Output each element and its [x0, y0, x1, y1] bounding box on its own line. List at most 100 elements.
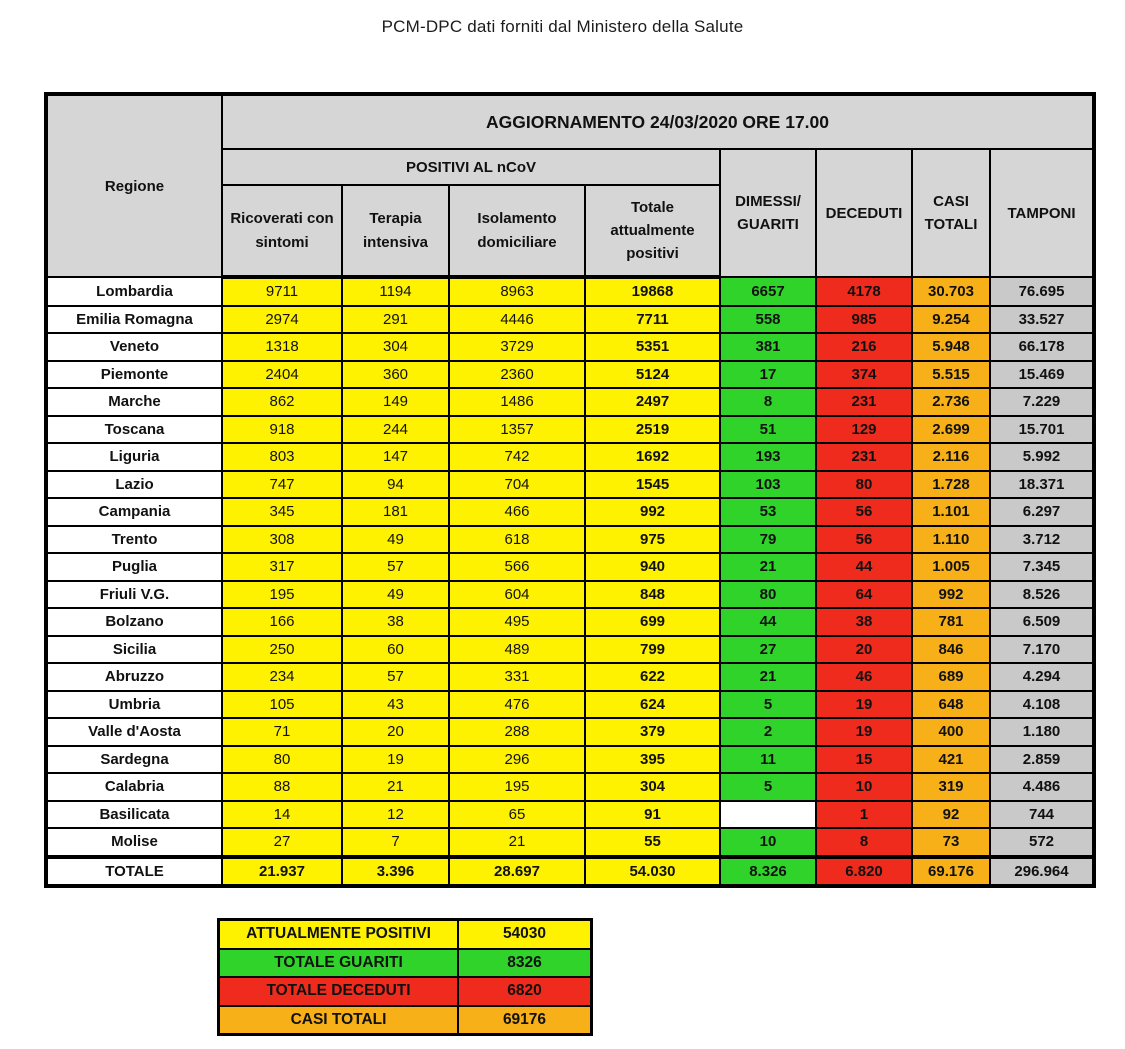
- cell-casi-totali: 781: [911, 607, 991, 637]
- cell-totale-positivi: 2519: [584, 414, 721, 444]
- cell-dimessi-guariti: 10: [719, 827, 817, 858]
- cell-totale-positivi: 55: [584, 827, 721, 858]
- cell-deceduti: 56: [815, 524, 913, 554]
- cell-tamponi: 3.712: [988, 524, 1096, 554]
- cell-tamponi: 2.859: [988, 744, 1096, 774]
- cell-tamponi: 6.509: [988, 607, 1096, 637]
- cell-casi-totali: 400: [911, 717, 991, 747]
- table-row: Bolzano 166 38 495 699 44 38 781 6.509: [45, 607, 1096, 637]
- cell-ricoverati: 27: [221, 827, 343, 858]
- cell-ricoverati: 1318: [221, 332, 343, 362]
- cell-ricoverati: 88: [221, 772, 343, 802]
- column-header-terapia: Terapia intensiva: [341, 184, 450, 279]
- cell-deceduti: 231: [815, 387, 913, 417]
- cell-dimessi-guariti: [719, 799, 817, 829]
- cell-ricoverati: 2974: [221, 304, 343, 334]
- legend-label: TOTALE DECEDUTI: [217, 976, 459, 1007]
- cell-tamponi: 5.992: [988, 442, 1096, 472]
- cell-isolamento: 466: [448, 497, 586, 527]
- cell-dimessi-guariti: 21: [719, 662, 817, 692]
- cell-region: Sardegna: [45, 744, 223, 774]
- cell-terapia: 57: [341, 552, 450, 582]
- cell-terapia: 20: [341, 717, 450, 747]
- cell-deceduti: 19: [815, 689, 913, 719]
- cell-tamponi: 76.695: [988, 276, 1096, 307]
- cell-ricoverati: 21.937: [221, 854, 343, 887]
- cell-region: Trento: [45, 524, 223, 554]
- cell-deceduti: 20: [815, 634, 913, 664]
- column-header-ricoverati: Ricoverati con sintomi: [221, 184, 343, 279]
- cell-tamponi: 296.964: [988, 854, 1096, 887]
- cell-tamponi: 7.345: [988, 552, 1096, 582]
- cell-dimessi-guariti: 17: [719, 359, 817, 389]
- table-row: Marche 862 149 1486 2497 8 231 2.736 7.229: [45, 387, 1096, 417]
- cell-deceduti: 8: [815, 827, 913, 858]
- cell-deceduti: 374: [815, 359, 913, 389]
- cell-ricoverati: 308: [221, 524, 343, 554]
- covid-region-table: Regione AGGIORNAMENTO 24/03/2020 ORE 17.…: [44, 92, 1097, 888]
- table-row: Liguria 803 147 742 1692 193 231 2.116 5.992: [45, 442, 1096, 472]
- cell-casi-totali: 92: [911, 799, 991, 829]
- legend-value: 6820: [457, 976, 593, 1007]
- cell-casi-totali: 5.948: [911, 332, 991, 362]
- cell-deceduti: 216: [815, 332, 913, 362]
- cell-region: Puglia: [45, 552, 223, 582]
- cell-region: Piemonte: [45, 359, 223, 389]
- cell-dimessi-guariti: 11: [719, 744, 817, 774]
- cell-region: Lazio: [45, 469, 223, 499]
- cell-casi-totali: 846: [911, 634, 991, 664]
- cell-dimessi-guariti: 53: [719, 497, 817, 527]
- cell-casi-totali: 2.736: [911, 387, 991, 417]
- table-row: Abruzzo 234 57 331 622 21 46 689 4.294: [45, 662, 1096, 692]
- cell-tamponi: 18.371: [988, 469, 1096, 499]
- cell-totale-positivi: 940: [584, 552, 721, 582]
- cell-terapia: 3.396: [341, 854, 450, 887]
- cell-casi-totali: 319: [911, 772, 991, 802]
- cell-ricoverati: 747: [221, 469, 343, 499]
- cell-deceduti: 985: [815, 304, 913, 334]
- cell-totale-positivi: 91: [584, 799, 721, 829]
- cell-terapia: 94: [341, 469, 450, 499]
- cell-dimessi-guariti: 8: [719, 387, 817, 417]
- cell-region: Umbria: [45, 689, 223, 719]
- cell-region: Abruzzo: [45, 662, 223, 692]
- cell-deceduti: 80: [815, 469, 913, 499]
- cell-region: Bolzano: [45, 607, 223, 637]
- cell-dimessi-guariti: 8.326: [719, 854, 817, 887]
- page-title: PCM-DPC dati forniti dal Ministero della…: [381, 17, 744, 36]
- cell-ricoverati: 234: [221, 662, 343, 692]
- table-row: Toscana 918 244 1357 2519 51 129 2.699 15.701: [45, 414, 1096, 444]
- cell-casi-totali: 73: [911, 827, 991, 858]
- cell-dimessi-guariti: 5: [719, 689, 817, 719]
- cell-ricoverati: 80: [221, 744, 343, 774]
- cell-casi-totali: 69.176: [911, 854, 991, 887]
- cell-ricoverati: 105: [221, 689, 343, 719]
- cell-ricoverati: 14: [221, 799, 343, 829]
- table-body: Lombardia 9711 1194 8963 19868 6657 4178 30.703…: [45, 276, 1096, 887]
- cell-ricoverati: 9711: [221, 276, 343, 307]
- cell-isolamento: 1357: [448, 414, 586, 444]
- cell-totale-positivi: 19868: [584, 276, 721, 307]
- cell-region: Valle d'Aosta: [45, 717, 223, 747]
- cell-deceduti: 64: [815, 579, 913, 609]
- cell-dimessi-guariti: 5: [719, 772, 817, 802]
- cell-deceduti: 38: [815, 607, 913, 637]
- cell-region: Emilia Romagna: [45, 304, 223, 334]
- cell-isolamento: 65: [448, 799, 586, 829]
- cell-terapia: 291: [341, 304, 450, 334]
- cell-isolamento: 566: [448, 552, 586, 582]
- cell-dimessi-guariti: 27: [719, 634, 817, 664]
- cell-isolamento: 288: [448, 717, 586, 747]
- cell-ricoverati: 250: [221, 634, 343, 664]
- cell-isolamento: 195: [448, 772, 586, 802]
- cell-deceduti: 129: [815, 414, 913, 444]
- cell-isolamento: 3729: [448, 332, 586, 362]
- cell-casi-totali: 1.005: [911, 552, 991, 582]
- cell-totale-positivi: 699: [584, 607, 721, 637]
- column-header-casi-totali: CASI TOTALI: [911, 148, 991, 278]
- legend-table: ATTUALMENTE POSITIVI 54030 TOTALE GUARIT…: [217, 918, 593, 1036]
- cell-isolamento: 296: [448, 744, 586, 774]
- cell-isolamento: 495: [448, 607, 586, 637]
- legend-label: ATTUALMENTE POSITIVI: [217, 918, 459, 950]
- cell-tamponi: 33.527: [988, 304, 1096, 334]
